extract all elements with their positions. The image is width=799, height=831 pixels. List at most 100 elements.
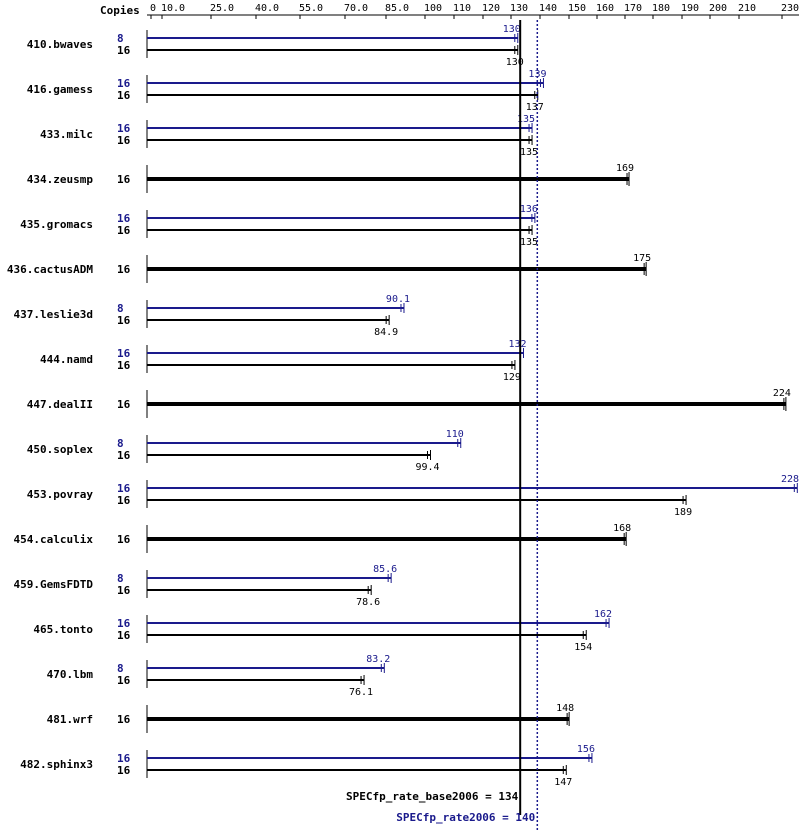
- benchmark-label: 437.leslie3d: [14, 308, 93, 321]
- base-copies: 16: [117, 629, 131, 642]
- peak-value-label: 90.1: [386, 294, 410, 305]
- base-value-label: 148: [556, 703, 574, 714]
- benchmark-row: 416.gamess 16 139 16 137: [27, 69, 547, 113]
- x-tick-label: 160: [596, 3, 614, 14]
- peak-copies: 16: [117, 617, 131, 630]
- peak-copies: 8: [117, 302, 124, 315]
- peak-copies: 8: [117, 437, 124, 450]
- benchmark-row: 434.zeusmp 16 169: [27, 163, 634, 193]
- x-tick-label: 110: [453, 3, 471, 14]
- base-value-label: 175: [633, 253, 651, 264]
- peak-copies: 8: [117, 572, 124, 585]
- peak-value-label: 136: [520, 204, 538, 215]
- benchmark-row: 444.namd 16 132 16 129: [40, 339, 527, 383]
- benchmark-label: 435.gromacs: [20, 218, 93, 231]
- base-value-label: 129: [503, 372, 521, 383]
- benchmark-row: 454.calculix 16 168: [14, 523, 631, 553]
- benchmark-row: 453.povray 16 228 16 189: [27, 474, 799, 518]
- x-tick-label: 230: [781, 3, 799, 14]
- peak-copies: 16: [117, 347, 131, 360]
- base-value-label: 130: [506, 57, 524, 68]
- base-copies: 16: [117, 44, 131, 57]
- benchmark-row: 410.bwaves 8 130 16 130: [27, 24, 524, 68]
- benchmark-label: 465.tonto: [33, 623, 93, 636]
- peak-value-label: 139: [528, 69, 546, 80]
- benchmark-row: 481.wrf 16 148: [47, 703, 574, 733]
- base-value-label: 78.6: [356, 597, 380, 608]
- base-value-label: 189: [674, 507, 692, 518]
- peak-copies: 16: [117, 482, 131, 495]
- benchmark-label: 470.lbm: [47, 668, 94, 681]
- x-tick-label: 70.0: [344, 3, 368, 14]
- base-value-label: 224: [773, 388, 791, 399]
- benchmark-row: 447.dealII 16 224: [27, 388, 791, 418]
- base-copies: 16: [117, 449, 131, 462]
- x-tick-label: 190: [681, 3, 699, 14]
- peak-value-label: 83.2: [366, 654, 390, 665]
- base-copies: 16: [117, 134, 131, 147]
- base-summary-label: SPECfp_rate_base2006 = 134: [346, 790, 519, 803]
- x-tick-label: 85.0: [385, 3, 409, 14]
- x-tick-label: 140: [539, 3, 557, 14]
- peak-value-label: 132: [508, 339, 526, 350]
- base-value-label: 154: [574, 642, 592, 653]
- benchmark-label: 454.calculix: [14, 533, 94, 546]
- peak-value-label: 135: [517, 114, 535, 125]
- x-tick-label: 210: [738, 3, 756, 14]
- peak-copies: 16: [117, 77, 131, 90]
- benchmark-row: 433.milc 16 135 16 135: [40, 114, 538, 158]
- benchmark-label: 482.sphinx3: [20, 758, 93, 771]
- peak-summary-label: SPECfp_rate2006 = 140: [396, 811, 535, 824]
- benchmark-label: 433.milc: [40, 128, 93, 141]
- benchmark-row: 470.lbm 8 83.2 16 76.1: [47, 654, 391, 698]
- peak-value-label: 85.6: [373, 564, 397, 575]
- benchmark-row: 465.tonto 16 162 16 154: [33, 609, 612, 653]
- benchmark-label: 436.cactusADM: [7, 263, 93, 276]
- peak-value-label: 130: [503, 24, 521, 35]
- benchmark-label: 444.namd: [40, 353, 93, 366]
- copies-header: Copies: [100, 4, 140, 17]
- base-copies: 16: [117, 173, 131, 186]
- x-tick-label: 120: [482, 3, 500, 14]
- benchmark-row: 435.gromacs 16 136 16 135: [20, 204, 538, 248]
- peak-value-label: 162: [594, 609, 612, 620]
- base-value-label: 76.1: [349, 687, 373, 698]
- axis-layer: Copies 0 10.0 25.0 40.0 55.0 70.0 85.0 100 110 12…: [100, 3, 799, 19]
- base-copies: 16: [117, 314, 131, 327]
- base-copies: 16: [117, 224, 131, 237]
- benchmark-row: 436.cactusADM 16 175: [7, 253, 651, 283]
- benchmark-label: 447.dealII: [27, 398, 93, 411]
- base-value-label: 99.4: [415, 462, 439, 473]
- benchmark-row: 459.GemsFDTD 8 85.6 16 78.6: [14, 564, 398, 608]
- peak-copies: 16: [117, 122, 131, 135]
- base-copies: 16: [117, 584, 131, 597]
- base-value-label: 84.9: [374, 327, 398, 338]
- base-copies: 16: [117, 494, 131, 507]
- base-value-label: 135: [520, 237, 538, 248]
- peak-value-label: 156: [577, 744, 595, 755]
- x-tick-label: 25.0: [210, 3, 234, 14]
- x-tick-label: 150: [568, 3, 586, 14]
- benchmark-label: 450.soplex: [27, 443, 94, 456]
- benchmark-label: 434.zeusmp: [27, 173, 94, 186]
- x-tick-label: 180: [652, 3, 670, 14]
- base-copies: 16: [117, 674, 131, 687]
- peak-copies: 8: [117, 32, 124, 45]
- x-tick-label: 200: [709, 3, 727, 14]
- base-copies: 16: [117, 89, 131, 102]
- peak-copies: 16: [117, 212, 131, 225]
- x-tick-label: 10.0: [161, 3, 185, 14]
- x-tick-label: 0: [150, 3, 156, 14]
- peak-copies: 16: [117, 752, 131, 765]
- benchmark-row: 437.leslie3d 8 90.1 16 84.9: [14, 294, 411, 338]
- base-value-label: 147: [554, 777, 572, 788]
- base-copies: 16: [117, 713, 131, 726]
- benchmark-label: 416.gamess: [27, 83, 93, 96]
- base-value-label: 169: [616, 163, 634, 174]
- base-value-label: 135: [520, 147, 538, 158]
- benchmark-label: 459.GemsFDTD: [14, 578, 94, 591]
- x-tick-label: 130: [510, 3, 528, 14]
